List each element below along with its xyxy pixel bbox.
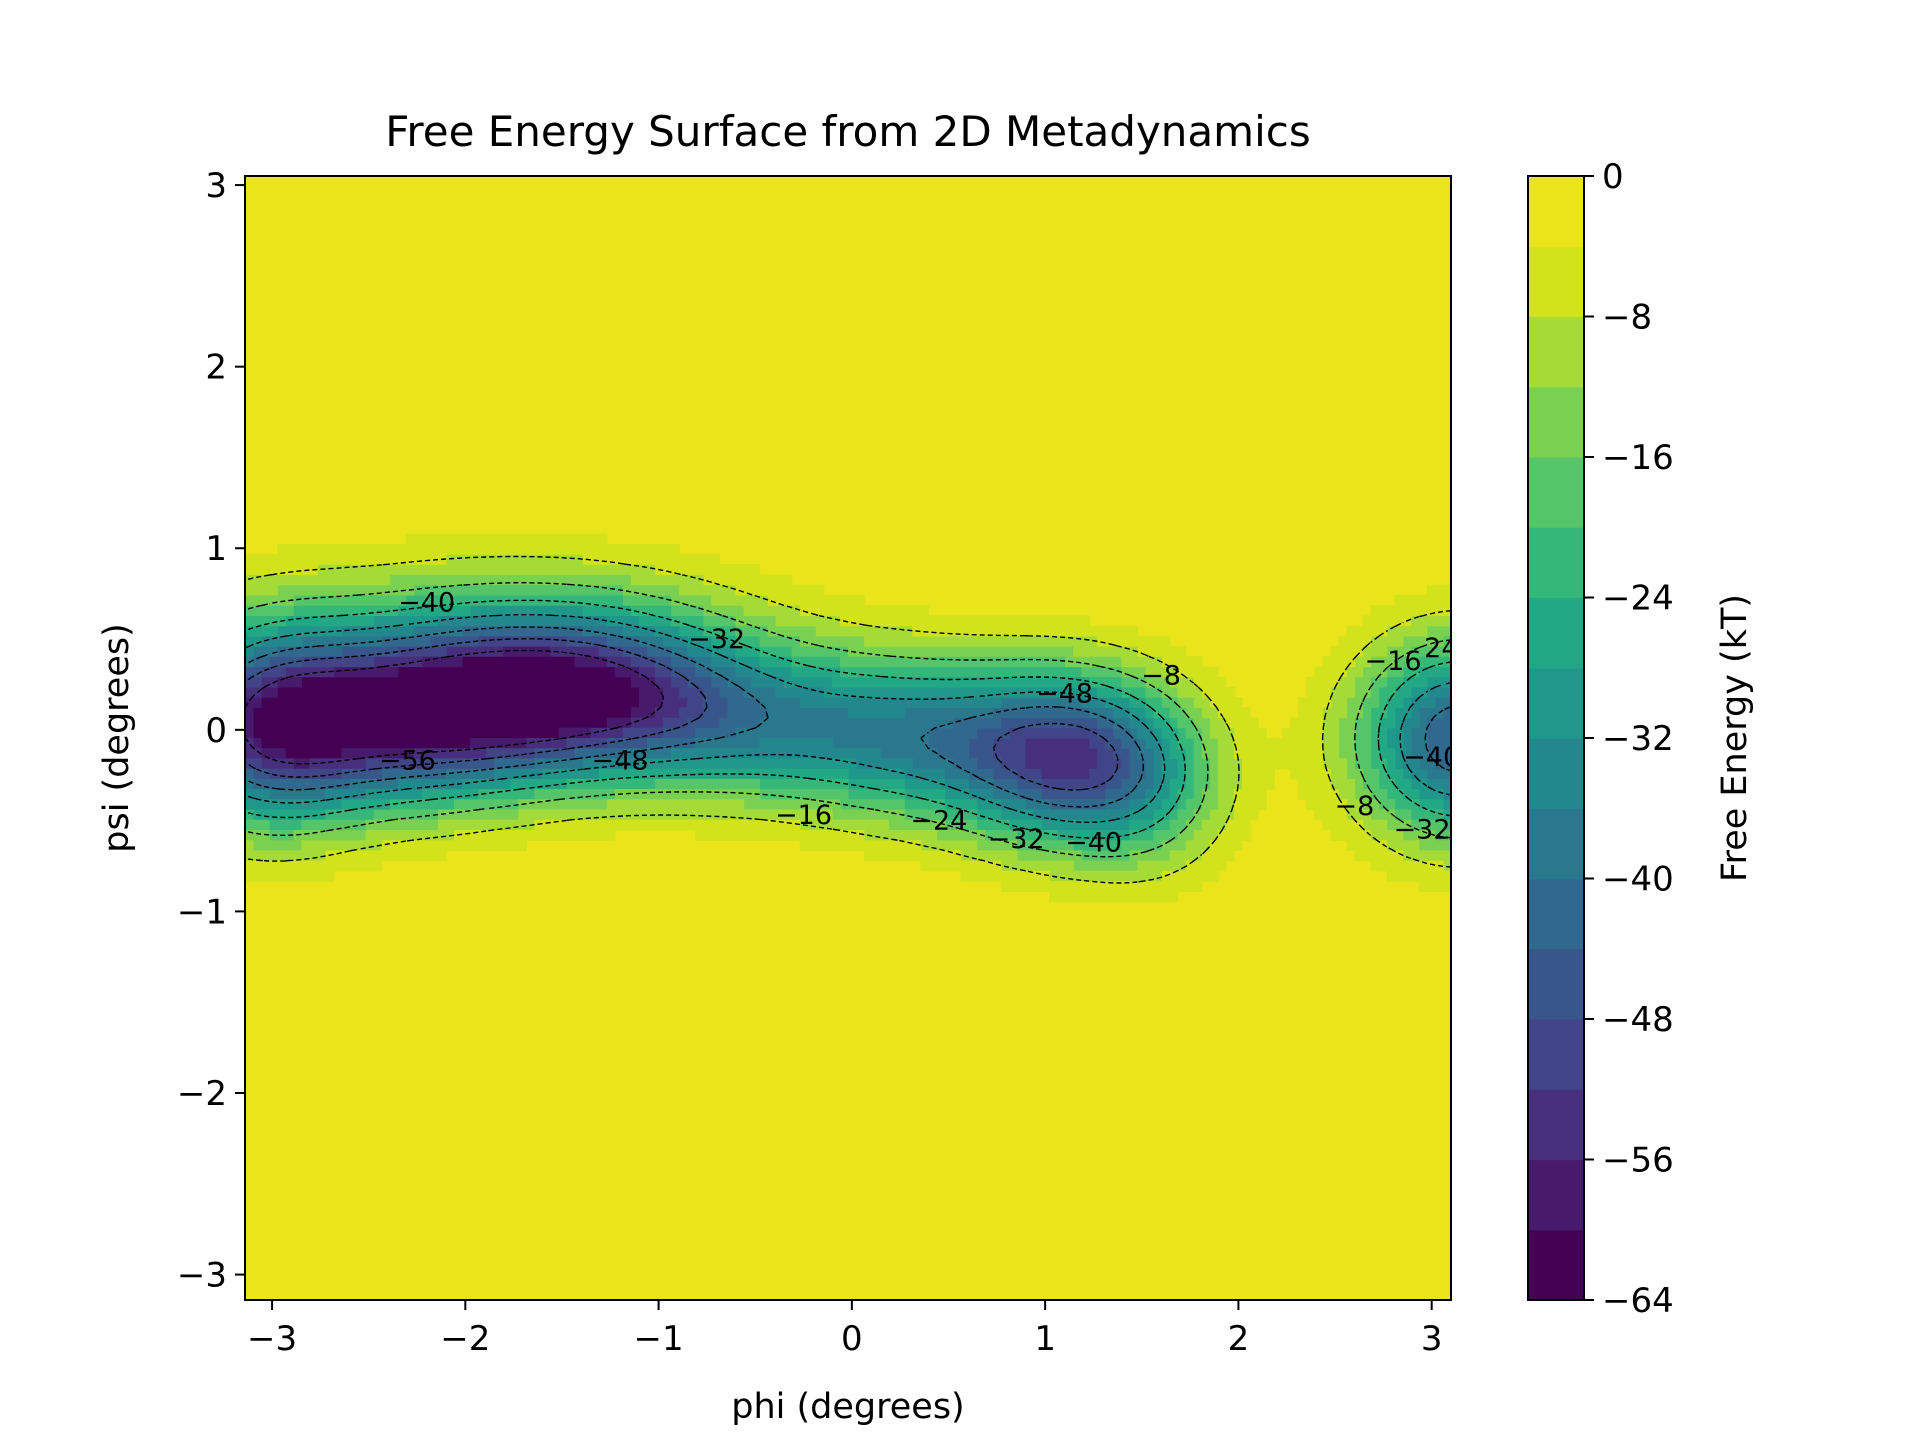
contour-band [252, 656, 640, 759]
x-tick-label: −2 [440, 1319, 490, 1359]
x-tick-label: −1 [634, 1319, 684, 1359]
colorbar-band [1528, 878, 1584, 950]
contour-line [245, 614, 1451, 823]
contour-line [245, 582, 1451, 858]
contour-band [245, 635, 1122, 790]
contour-band [245, 605, 1451, 841]
contour-label: −40 [398, 588, 455, 619]
y-tick-label: −2 [177, 1074, 227, 1114]
contour-line [245, 649, 665, 765]
y-tick-label: 2 [205, 348, 227, 388]
contour-line [245, 599, 1451, 839]
colorbar-tick-label: −64 [1602, 1281, 1674, 1321]
x-tick-label: 0 [841, 1319, 863, 1359]
colorbar-band [1528, 457, 1584, 528]
colorbar-tick-label: −24 [1602, 579, 1674, 619]
colorbar-band [1528, 1019, 1584, 1090]
colorbar: 0 −8 −16 −24 −32 −40 −48 −56 −64 Free Energy (kT… [1527, 157, 1755, 1321]
y-tick-label: −1 [177, 892, 227, 932]
contour-labels: −40−32−56 −48−16 −24−32 −40−48−8 −16 24−8−40−… [379, 588, 1460, 859]
colorbar-tick-label: −16 [1602, 438, 1674, 478]
contour-label: −40 [1403, 742, 1460, 773]
contour-lines [245, 555, 1451, 884]
colorbar-band [1528, 386, 1584, 458]
contour-band [245, 554, 1451, 882]
colorbar-band [1528, 316, 1584, 388]
y-tick-label: 3 [205, 166, 227, 206]
colorbar-band [1528, 246, 1584, 318]
contour-label: −8 [1334, 791, 1374, 822]
contour-label: −48 [1036, 679, 1093, 710]
y-tick-label: 0 [205, 711, 227, 751]
colorbar-ticks: 0 −8 −16 −24 −32 −40 −48 −56 −64 [1584, 157, 1674, 1321]
contour-label: −56 [379, 746, 436, 777]
contour-label: −16 [775, 800, 832, 831]
contour-label: −16 [1365, 646, 1422, 677]
colorbar-tick-label: −40 [1602, 860, 1674, 900]
colorbar-band [1528, 948, 1584, 1020]
colorbar-band [1528, 527, 1584, 599]
x-tick-label: 3 [1421, 1319, 1443, 1359]
colorbar-tick-label: −56 [1602, 1141, 1674, 1181]
contour-label: −40 [1065, 827, 1122, 858]
contour-label: −32 [988, 824, 1045, 855]
colorbar-tick-label: −8 [1602, 298, 1652, 338]
colorbar-bands [1528, 176, 1584, 1301]
plot-frame [244, 175, 1452, 1301]
x-axis-label: phi (degrees) [731, 1387, 964, 1427]
y-tick-label: 1 [205, 529, 227, 569]
colorbar-band [1528, 808, 1584, 880]
x-tick-label: 1 [1034, 1319, 1056, 1359]
contour-band [245, 533, 1451, 903]
colorbar-band [1528, 176, 1584, 247]
contour-label: −32 [1394, 815, 1451, 846]
contour-band [245, 615, 1451, 821]
x-tick-label: −3 [247, 1319, 297, 1359]
contour-band [245, 584, 1451, 862]
plot-area: −40−32−56 −48−16 −24−32 −40−48−8 −16 24−8−40−… [245, 176, 1460, 1300]
colorbar-band [1528, 597, 1584, 669]
colorbar-band [1528, 1159, 1584, 1231]
colorbar-band [1528, 1229, 1584, 1301]
contour-band [245, 635, 1130, 800]
colorbar-label: Free Energy (kT) [1715, 594, 1755, 882]
contour-label: −24 [910, 806, 967, 837]
colorbar-tick-label: −32 [1602, 719, 1674, 759]
contour-label: −32 [688, 624, 745, 655]
contour-band [245, 646, 1098, 780]
contour-line [245, 638, 1119, 791]
contour-label: −48 [591, 746, 648, 777]
colorbar-tick-label: 0 [1602, 157, 1624, 197]
contour-line [245, 555, 1451, 884]
y-axis-label: psi (degrees) [97, 623, 137, 853]
y-axis-ticks: −3 −2 −1 0 1 2 3 [177, 166, 245, 1296]
colorbar-band [1528, 738, 1584, 809]
contour-label: −8 [1141, 660, 1181, 691]
x-axis-ticks: −3 −2 −1 0 1 2 3 [247, 1300, 1442, 1359]
colorbar-tick-label: −48 [1602, 1000, 1674, 1040]
chart-title: Free Energy Surface from 2D Metadynamics [385, 107, 1310, 156]
contour-line [245, 626, 1451, 808]
y-tick-label: −3 [177, 1256, 227, 1296]
contour-label: 24 [1424, 633, 1458, 664]
colorbar-band [1528, 667, 1584, 739]
colorbar-band [1528, 1089, 1584, 1161]
x-tick-label: 2 [1228, 1319, 1250, 1359]
